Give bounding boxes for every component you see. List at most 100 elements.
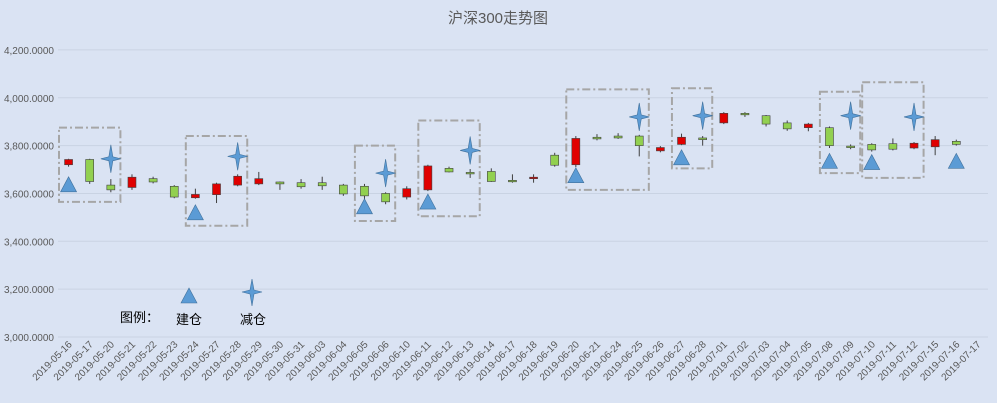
- sell-marker: [460, 136, 481, 165]
- legend-label: 图例：: [120, 310, 159, 325]
- y-tick-label: 3,400.0000: [4, 237, 54, 248]
- candle-body: [930, 139, 940, 148]
- candle-body: [127, 176, 137, 188]
- y-tick-label: 4,200.0000: [4, 46, 54, 57]
- position-box: [353, 144, 397, 222]
- candle-body: [592, 136, 602, 140]
- candle: [761, 114, 771, 127]
- y-tick-label: 3,200.0000: [4, 285, 54, 296]
- position-box: [670, 87, 714, 170]
- candle: [148, 176, 158, 184]
- position-box: [565, 88, 650, 191]
- legend: 图例： 建仓 减仓: [120, 278, 266, 327]
- buy-marker: [863, 153, 881, 170]
- y-tick-label: 3,800.0000: [4, 142, 54, 153]
- sell-marker: [903, 102, 925, 131]
- candle: [127, 174, 137, 190]
- candle-body: [529, 176, 538, 179]
- position-box: [417, 119, 481, 218]
- candle: [677, 133, 686, 146]
- candle-body: [191, 194, 200, 199]
- candle-body: [148, 178, 158, 183]
- trade-markers: [60, 101, 965, 221]
- candle-body: [85, 159, 95, 182]
- legend-sell-marker: [241, 278, 263, 307]
- y-tick-label: 3,600.0000: [4, 189, 54, 200]
- candle: [529, 174, 538, 183]
- legend-buy-label: 建仓: [176, 312, 202, 327]
- candle-body: [296, 182, 306, 188]
- candle: [740, 112, 750, 117]
- candle: [296, 179, 306, 189]
- candle-body: [677, 136, 686, 145]
- candle: [486, 168, 496, 182]
- buy-marker: [947, 152, 965, 169]
- candle-body: [254, 178, 264, 185]
- candle-body: [804, 123, 813, 128]
- candle: [550, 152, 560, 167]
- buy-marker: [60, 176, 78, 193]
- candle: [85, 158, 95, 184]
- candle-body: [444, 168, 454, 173]
- candle-body: [339, 184, 348, 195]
- y-tick-label: 3,000.0000: [4, 333, 54, 344]
- candle: [106, 179, 116, 193]
- candle: [867, 143, 877, 152]
- candle: [825, 126, 834, 149]
- candle-body: [571, 138, 581, 166]
- candle: [508, 174, 517, 183]
- candle: [275, 181, 285, 190]
- candle-body: [508, 180, 517, 183]
- legend-buy-marker: [180, 287, 198, 304]
- candle-body: [698, 137, 707, 140]
- sell-marker: [692, 101, 713, 130]
- candles: [64, 112, 961, 205]
- candle: [465, 169, 475, 178]
- sell-marker: [227, 142, 248, 171]
- candle: [169, 185, 179, 199]
- candle: [782, 120, 792, 131]
- candle: [254, 171, 264, 186]
- buy-marker: [419, 193, 437, 210]
- candle: [698, 136, 707, 146]
- candle-body: [550, 154, 560, 166]
- candle: [804, 122, 813, 132]
- candle-body: [402, 188, 412, 198]
- candle-body: [888, 143, 898, 150]
- position-box: [184, 135, 249, 227]
- candle: [233, 174, 242, 187]
- gridlines: [58, 49, 988, 338]
- sell-marker: [100, 144, 121, 173]
- candle: [381, 192, 390, 205]
- candle: [339, 183, 348, 196]
- candle: [613, 133, 623, 139]
- position-box: [818, 90, 862, 175]
- candle-body: [486, 171, 496, 182]
- candle: [64, 158, 73, 167]
- candle-body: [233, 175, 242, 186]
- candle: [402, 186, 412, 200]
- candle-body: [275, 181, 285, 185]
- position-boxes: [58, 81, 925, 227]
- candle-body: [634, 135, 644, 146]
- candle: [212, 182, 221, 204]
- buy-marker: [673, 149, 691, 166]
- candle: [592, 134, 602, 141]
- x-axis: 2019-05-162019-05-172019-05-202019-05-21…: [31, 339, 984, 383]
- candle: [423, 164, 433, 192]
- candle-body: [381, 193, 390, 203]
- position-box: [861, 81, 925, 179]
- candle-body: [360, 185, 369, 197]
- candle-body: [867, 144, 877, 151]
- buy-marker: [186, 204, 204, 221]
- chart-title: 沪深300走势图: [448, 10, 548, 27]
- candle: [951, 139, 961, 146]
- candle: [656, 146, 665, 153]
- candle: [191, 188, 200, 199]
- y-axis: 3,000.0000 3,200.0000 3,400.0000 3,600.0000…: [4, 46, 54, 344]
- candle: [846, 144, 855, 150]
- candle-body: [825, 127, 834, 146]
- candle-body: [106, 184, 116, 191]
- candle: [360, 183, 369, 200]
- buy-marker: [820, 152, 838, 169]
